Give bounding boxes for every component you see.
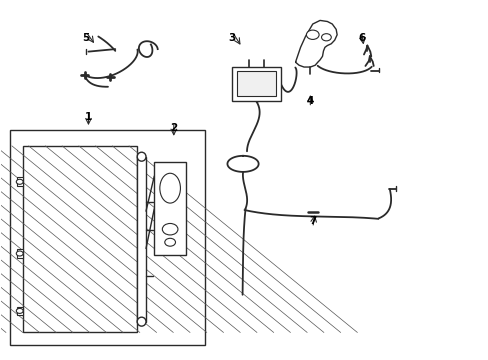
Circle shape: [16, 251, 23, 256]
Circle shape: [16, 179, 23, 184]
Text: 4: 4: [306, 96, 313, 106]
Bar: [17, 307, 22, 315]
Bar: [154, 162, 185, 255]
Circle shape: [16, 309, 23, 314]
Ellipse shape: [160, 173, 180, 203]
Bar: [17, 177, 22, 186]
Bar: [10, 130, 205, 345]
Text: 1: 1: [84, 112, 92, 122]
Text: 6: 6: [357, 33, 365, 43]
Circle shape: [164, 238, 175, 246]
Bar: [22, 146, 137, 332]
Polygon shape: [295, 21, 336, 67]
Text: 3: 3: [228, 33, 235, 43]
Ellipse shape: [137, 317, 146, 326]
Bar: [137, 157, 146, 321]
Text: 5: 5: [82, 33, 89, 43]
Circle shape: [306, 30, 319, 40]
Text: 2: 2: [170, 123, 177, 133]
Ellipse shape: [137, 152, 146, 161]
Bar: [237, 71, 276, 96]
Bar: [232, 67, 281, 101]
Bar: [17, 249, 22, 258]
Text: 7: 7: [308, 216, 316, 226]
Circle shape: [162, 224, 178, 235]
Circle shape: [321, 34, 330, 41]
